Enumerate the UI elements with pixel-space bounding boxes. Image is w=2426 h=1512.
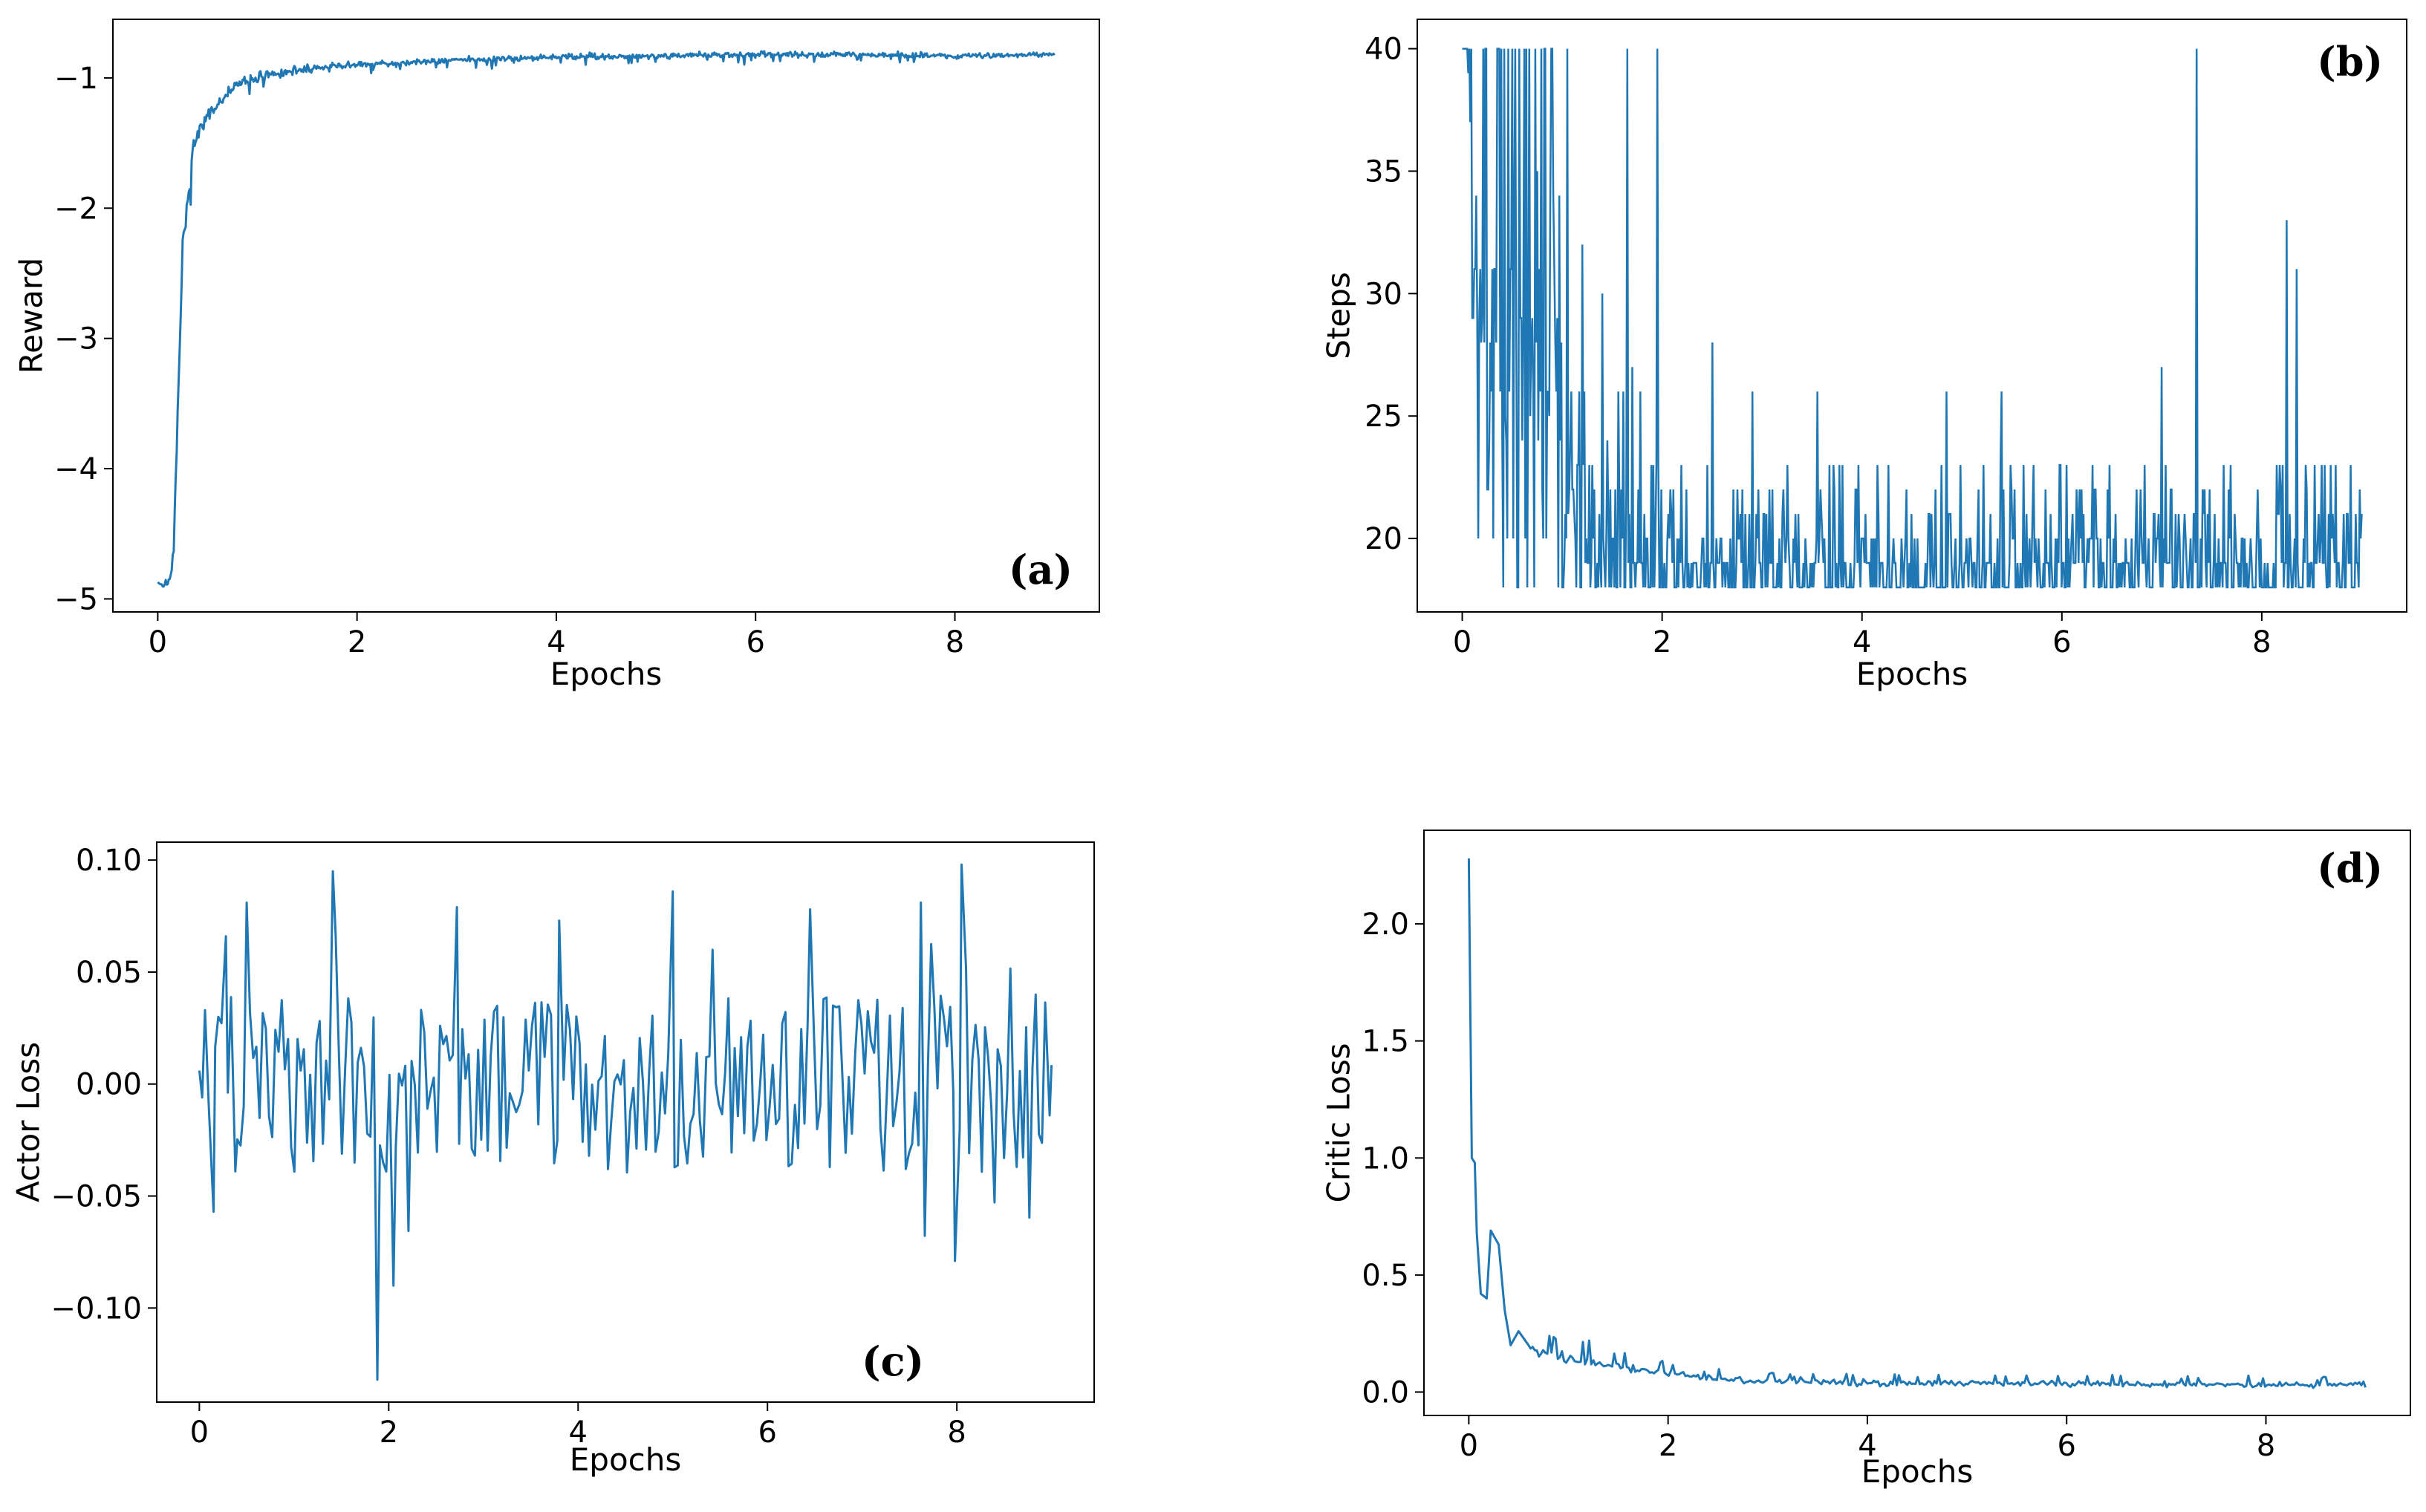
panel-a-tag: (a) xyxy=(1009,546,1073,593)
panel-a-y-ticks: −5 −4 −3 −2 −1 xyxy=(54,62,113,616)
panel-c-actor-loss-line xyxy=(198,863,1053,1381)
panel-d-critic-loss-line xyxy=(1467,858,2367,1389)
panel-b-y-ticks: 20 25 30 35 40 xyxy=(1365,33,1417,556)
panel-c-actor-loss: 0 2 4 6 8 −0.10 −0.05 0.00 0.05 0.10 Epochs Acto… xyxy=(10,841,1095,1478)
panel-a-y-axis-label: Reward xyxy=(13,258,50,374)
panel-c-x-ticks: 0 2 4 6 8 xyxy=(190,1402,966,1450)
panel-d-x-ticks: 0 2 4 6 8 xyxy=(1460,1415,2275,1463)
panel-a-x-axis-label: Epochs xyxy=(550,656,663,692)
panel-a-ytick-label: −2 xyxy=(54,192,98,226)
panel-d-y-axis-label: Critic Loss xyxy=(1321,1043,1357,1203)
panel-d-xtick-label: 4 xyxy=(1858,1429,1876,1463)
panel-c-ytick-label: 0.00 xyxy=(76,1068,142,1102)
panel-b-xtick-label: 2 xyxy=(1653,625,1671,659)
panel-a-xtick-label: 4 xyxy=(547,625,565,659)
panel-d-xtick-label: 6 xyxy=(2057,1429,2075,1463)
panel-b-frame xyxy=(1417,19,2407,613)
panel-b-xtick-label: 8 xyxy=(2252,625,2271,659)
panel-b-tag: (b) xyxy=(2317,38,2383,85)
panel-d-critic-loss: 0 2 4 6 8 0.0 0.5 1.0 1.5 2.0 Epochs Critic Loss… xyxy=(1321,830,2411,1490)
panel-c-ytick-label: 0.05 xyxy=(76,956,142,990)
panel-c-xtick-label: 0 xyxy=(190,1415,209,1450)
panel-c-y-ticks: −0.10 −0.05 0.00 0.05 0.10 xyxy=(51,844,157,1326)
panel-a-reward: 0 2 4 6 8 −5 −4 −3 −2 −1 Epochs Reward (a) xyxy=(13,19,1100,692)
panel-b-ytick-label: 25 xyxy=(1365,400,1402,434)
panel-b-steps: 0 2 4 6 8 20 25 30 35 40 Epochs Steps (b) xyxy=(1321,19,2407,692)
panel-d-ytick-label: 0.0 xyxy=(1362,1375,1409,1410)
panel-d-ytick-label: 2.0 xyxy=(1362,907,1409,942)
panel-a-ytick-label: −5 xyxy=(54,582,98,616)
panel-d-tag: (d) xyxy=(2317,844,2383,892)
panel-a-ytick-label: −3 xyxy=(54,322,98,356)
panel-b-ytick-label: 20 xyxy=(1365,522,1402,556)
panel-b-ytick-label: 30 xyxy=(1365,277,1402,311)
panel-d-xtick-label: 8 xyxy=(2257,1429,2275,1463)
panel-b-y-axis-label: Steps xyxy=(1321,272,1357,359)
panel-b-x-axis-label: Epochs xyxy=(1856,656,1968,692)
panel-b-x-ticks: 0 2 4 6 8 xyxy=(1453,612,2271,659)
panel-b-xtick-label: 6 xyxy=(2052,625,2071,659)
panel-d-xtick-label: 0 xyxy=(1460,1429,1478,1463)
panel-a-xtick-label: 2 xyxy=(348,625,366,659)
panel-a-frame xyxy=(112,19,1100,613)
panel-a-xtick-label: 0 xyxy=(149,625,167,659)
panel-d-ytick-label: 1.5 xyxy=(1362,1025,1409,1059)
panel-c-ytick-label: −0.05 xyxy=(51,1180,142,1214)
panel-c-x-axis-label: Epochs xyxy=(570,1441,682,1478)
panel-b-xtick-label: 0 xyxy=(1453,625,1471,659)
panel-a-x-ticks: 0 2 4 6 8 xyxy=(149,612,964,659)
panel-a-ytick-label: −1 xyxy=(54,62,98,96)
panel-b-xtick-label: 4 xyxy=(1853,625,1871,659)
panel-d-y-ticks: 0.0 0.5 1.0 1.5 2.0 xyxy=(1362,907,1424,1410)
panel-a-ytick-label: −4 xyxy=(54,452,98,486)
panel-c-ytick-label: 0.10 xyxy=(76,844,142,878)
panel-c-xtick-label: 2 xyxy=(380,1415,398,1450)
panel-b-steps-line xyxy=(1462,48,2363,589)
panel-c-tag: (c) xyxy=(862,1337,924,1385)
panel-a-xtick-label: 6 xyxy=(746,625,764,659)
panel-a-reward-line xyxy=(157,50,1056,588)
panel-d-ytick-label: 0.5 xyxy=(1362,1259,1409,1293)
panel-c-ytick-label: −0.10 xyxy=(51,1291,142,1326)
panel-d-x-axis-label: Epochs xyxy=(1861,1453,1974,1490)
panel-c-xtick-label: 8 xyxy=(947,1415,966,1450)
panel-b-ytick-label: 40 xyxy=(1365,33,1402,67)
panel-a-xtick-label: 8 xyxy=(946,625,964,659)
panel-c-frame xyxy=(156,841,1095,1403)
panel-b-ytick-label: 35 xyxy=(1365,154,1402,189)
panel-c-xtick-label: 6 xyxy=(758,1415,776,1450)
panel-d-xtick-label: 2 xyxy=(1659,1429,1677,1463)
panel-d-ytick-label: 1.0 xyxy=(1362,1141,1409,1176)
panel-c-xtick-label: 4 xyxy=(569,1415,588,1450)
panel-d-frame xyxy=(1423,830,2411,1416)
panel-c-y-axis-label: Actor Loss xyxy=(10,1042,47,1202)
